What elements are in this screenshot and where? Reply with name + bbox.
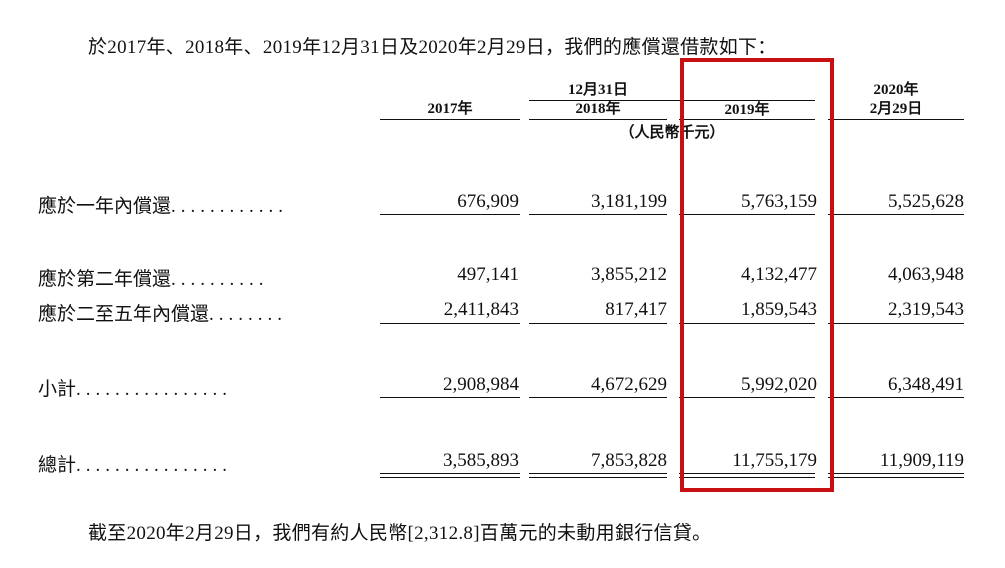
header-col-2020-date: 2月29日 [869,101,923,117]
leader-dots: ................ [76,455,233,476]
cell-r3-2020: 2,319,543 [888,299,964,320]
row-label-second-year: 應於第二年償還.......... [38,264,269,291]
row-label-two-to-five-years: 應於二至五年內償還........ [38,299,287,326]
header-rule-2017 [380,119,520,120]
rule-r3-2017 [380,323,520,324]
double-rule-r5-2018 [529,473,667,478]
rule-r3-2018 [529,323,667,324]
unit-label: （人民幣千元） [619,125,725,141]
cell-r2-2020: 4,063,948 [888,264,964,285]
rule-r1-2017 [380,214,520,215]
cell-r2-2019: 4,132,477 [741,264,817,285]
double-rule-r5-2019 [679,473,815,478]
cell-r1-2018: 3,181,199 [591,191,667,212]
header-group-dec31: 12月31日 [567,82,628,98]
leader-dots: ............ [171,196,289,217]
header-rule-2020 [828,119,964,120]
cell-r5-2017: 3,585,893 [443,450,519,471]
row-label-text: 小計 [38,379,77,400]
rule-r1-2019 [679,214,815,215]
cell-r2-2018: 3,855,212 [591,264,667,285]
cell-r5-2019: 11,755,179 [732,450,817,471]
row-label-text: 應於第二年償還 [38,269,172,290]
header-rule-2018 [529,119,667,120]
double-rule-r5-2017 [380,473,520,478]
row-label-text: 應於一年內償還 [38,196,172,217]
row-label-within-one-year: 應於一年內償還............ [38,191,288,218]
rule-r4-2017 [380,397,520,398]
header-col-2018: 2018年 [575,101,621,117]
row-label-text: 總計 [38,455,77,476]
row-label-subtotal: 小計................ [38,374,232,401]
cell-r1-2017: 676,909 [457,191,519,212]
cell-r3-2019: 1,859,543 [741,299,817,320]
cell-r4-2017: 2,908,984 [443,374,519,395]
header-col-2017: 2017年 [427,101,473,117]
header-col-2020-year: 2020年 [873,82,919,98]
row-label-text: 應於二至五年內償還 [38,304,210,325]
header-group-rule [529,100,815,101]
rule-r1-2018 [529,214,667,215]
highlight-box-2019 [680,58,834,492]
leader-dots: ................ [76,379,233,400]
header-col-2019: 2019年 [724,102,770,118]
rule-r4-2019 [679,397,815,398]
double-rule-r5-2020 [828,473,964,478]
cell-r4-2020: 6,348,491 [888,374,964,395]
rule-r3-2020 [828,323,964,324]
cell-r1-2020: 5,525,628 [888,191,964,212]
intro-paragraph: 於2017年、2018年、2019年12月31日及2020年2月29日，我們的應… [88,37,777,58]
rule-r1-2020 [828,214,964,215]
footer-paragraph: 截至2020年2月29日，我們有約人民幣[2,312.8]百萬元的未動用銀行信貸… [88,523,712,544]
leader-dots: .......... [171,269,269,290]
row-label-total: 總計................ [38,450,232,477]
rule-r4-2020 [828,397,964,398]
cell-r3-2017: 2,411,843 [443,299,519,320]
cell-r1-2019: 5,763,159 [741,191,817,212]
rule-r4-2018 [529,397,667,398]
cell-r4-2018: 4,672,629 [591,374,667,395]
cell-r5-2020: 11,909,119 [879,450,964,471]
cell-r2-2017: 497,141 [457,264,519,285]
cell-r4-2019: 5,992,020 [741,374,817,395]
header-rule-2019 [679,119,815,120]
leader-dots: ........ [209,304,288,325]
cell-r3-2018: 817,417 [605,299,667,320]
rule-r3-2019 [679,323,815,324]
cell-r5-2018: 7,853,828 [591,450,667,471]
